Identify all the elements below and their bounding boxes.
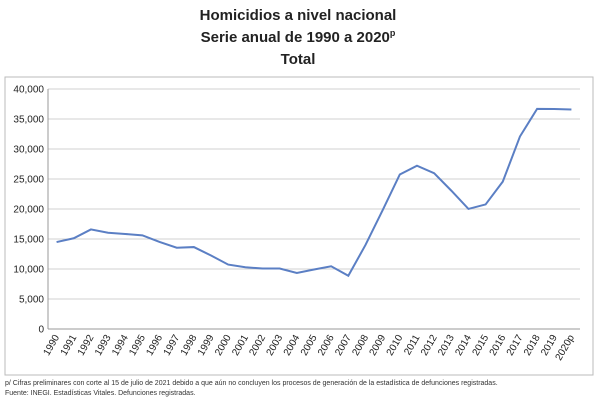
y-tick-label: 0 — [38, 325, 44, 336]
data-line — [56, 107, 572, 278]
x-tick-label: 2004 — [282, 333, 303, 358]
y-tick-label: 10,000 — [13, 265, 44, 276]
x-tick-label: 1995 — [127, 333, 148, 358]
x-tick-label: 2010 — [385, 333, 406, 358]
x-tick-label: 1994 — [110, 333, 131, 358]
y-tick-label: 35,000 — [13, 115, 44, 126]
x-tick-label: 2001 — [230, 333, 251, 358]
x-tick-label: 2002 — [247, 333, 268, 358]
x-tick-label: 2006 — [316, 333, 337, 358]
x-tick-label: 1998 — [179, 333, 200, 358]
y-tick-label: 40,000 — [13, 85, 44, 96]
chart-frame — [4, 76, 594, 376]
x-tick-label: 2016 — [488, 333, 509, 358]
x-tick-label: 2015 — [471, 333, 492, 358]
x-tick-label: 2013 — [436, 333, 457, 358]
y-tick-label: 15,000 — [13, 235, 44, 246]
chart-title: Serie anual de 1990 a 2020 — [201, 29, 390, 46]
chart-title: Total — [281, 51, 316, 68]
x-tick-label: 2018 — [522, 333, 543, 358]
x-tick-label: 1990 — [42, 333, 63, 358]
footnote: Fuente: INEGI. Estadísticas Vitales. Def… — [5, 390, 196, 397]
x-tick-label: 1993 — [93, 333, 114, 358]
chart-title: Serie anual de 1990 a 2020p — [201, 28, 396, 46]
y-tick-label: 20,000 — [13, 205, 44, 216]
y-tick-label: 25,000 — [13, 175, 44, 186]
footnote: p/ Cifras preliminares con corte al 15 d… — [5, 380, 498, 387]
y-tick-label: 5,000 — [19, 295, 44, 306]
x-tick-label: 2009 — [368, 333, 389, 358]
x-tick-label: 1992 — [76, 333, 97, 358]
x-tick-label: 2014 — [453, 333, 474, 358]
x-tick-label: 2017 — [505, 333, 526, 358]
x-tick-label: 1991 — [59, 333, 80, 358]
x-tick-label: 2003 — [265, 333, 286, 358]
x-tick-label: 1996 — [144, 333, 165, 358]
x-tick-label: 1999 — [196, 333, 217, 358]
chart-title: Homicidios a nivel nacional — [200, 7, 397, 24]
title-superscript: p — [390, 28, 396, 38]
x-tick-label: 2007 — [333, 333, 354, 358]
x-tick-label: 2012 — [419, 333, 440, 358]
y-tick-label: 30,000 — [13, 145, 44, 156]
x-tick-label: 2005 — [299, 333, 320, 358]
x-tick-label: 2008 — [350, 333, 371, 358]
x-tick-label: 2000 — [213, 333, 234, 358]
x-tick-label: 1997 — [162, 333, 183, 358]
